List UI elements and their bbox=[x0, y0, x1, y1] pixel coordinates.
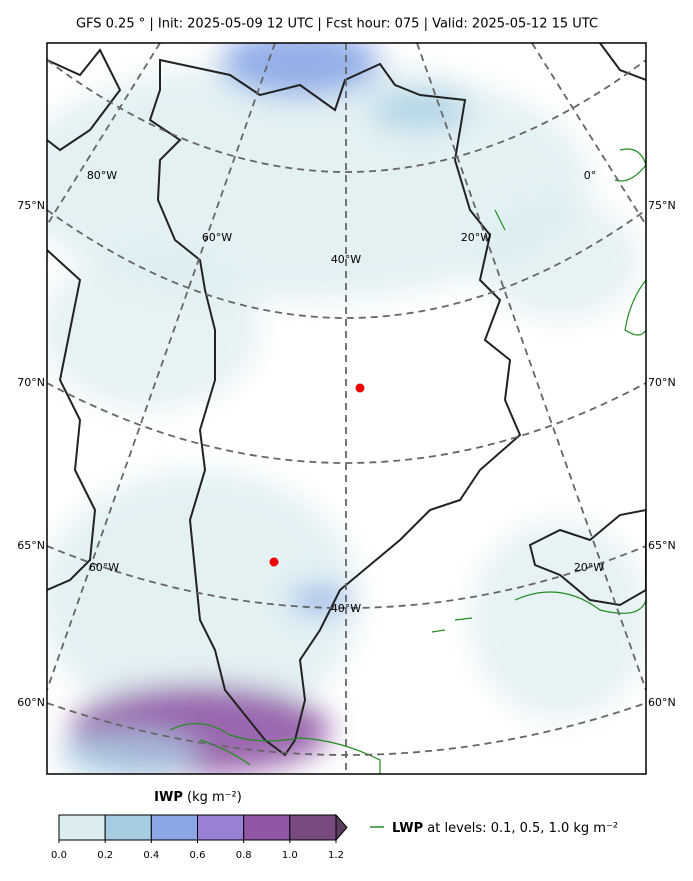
lon-label: 20°W bbox=[461, 231, 491, 244]
lat-label: 70°N bbox=[648, 376, 676, 389]
lat-label: 75°N bbox=[17, 199, 45, 212]
lon-label: 0° bbox=[584, 169, 597, 182]
lat-label: 75°N bbox=[648, 199, 676, 212]
lon-label: 20°W bbox=[574, 561, 604, 574]
colorbar-segment bbox=[150, 814, 198, 841]
colorbar-tick-label: 0.6 bbox=[190, 850, 206, 861]
lwp-contours bbox=[169, 148, 646, 774]
legend-label-text: at levels: 0.1, 0.5, 1.0 kg m⁻² bbox=[427, 821, 618, 836]
graticule-labels: 75°N 70°N 65°N 60°N 75°N 70°N 65°N 60°N 80°W 60°W… bbox=[17, 169, 675, 709]
map-frame bbox=[46, 42, 647, 775]
marker bbox=[269, 557, 279, 567]
colorbar-segment bbox=[104, 814, 152, 841]
colorbar-tick-label: 1.0 bbox=[282, 850, 298, 861]
lat-label: 60°N bbox=[648, 696, 676, 709]
lon-label: 80°W bbox=[87, 169, 117, 182]
coastline bbox=[47, 43, 646, 757]
marker bbox=[355, 383, 365, 393]
iwp-field bbox=[47, 43, 646, 774]
lat-label: 65°N bbox=[648, 539, 676, 552]
colorbar-label-unit: (kg m⁻²) bbox=[187, 790, 242, 805]
lat-label: 60°N bbox=[17, 696, 45, 709]
lon-label: 60°W bbox=[89, 561, 119, 574]
colorbar-segment bbox=[289, 814, 337, 841]
colorbar: IWP (kg m⁻²) 0.0 0.2 0.4 0.6 0.8 1.0 1.2 bbox=[51, 790, 348, 861]
colorbar-segment bbox=[243, 814, 291, 841]
legend-label-bold: LWP bbox=[392, 821, 423, 836]
colorbar-tick-label: 0.2 bbox=[97, 850, 113, 861]
lon-label: 60°W bbox=[202, 231, 232, 244]
lat-label: 70°N bbox=[17, 376, 45, 389]
graticule bbox=[47, 43, 646, 774]
legend-label: LWP at levels: 0.1, 0.5, 1.0 kg m⁻² bbox=[392, 821, 618, 836]
lon-label: 40°W bbox=[331, 253, 361, 266]
colorbar-label-bold: IWP bbox=[154, 790, 183, 805]
legend: LWP at levels: 0.1, 0.5, 1.0 kg m⁻² bbox=[370, 821, 618, 836]
title: GFS 0.25 ° | Init: 2025-05-09 12 UTC | F… bbox=[76, 17, 598, 32]
colorbar-segment bbox=[58, 814, 106, 841]
colorbar-extend bbox=[335, 813, 348, 842]
colorbar-tick-label: 0.8 bbox=[236, 850, 252, 861]
colorbar-tick-label: 0.0 bbox=[51, 850, 67, 861]
lon-label: 40°W bbox=[331, 602, 361, 615]
colorbar-segment bbox=[197, 814, 245, 841]
colorbar-tick-label: 0.4 bbox=[143, 850, 159, 861]
colorbar-tick-label: 1.2 bbox=[328, 850, 344, 861]
colorbar-label: IWP (kg m⁻²) bbox=[154, 790, 242, 805]
lat-label: 65°N bbox=[17, 539, 45, 552]
map-area bbox=[47, 43, 646, 774]
